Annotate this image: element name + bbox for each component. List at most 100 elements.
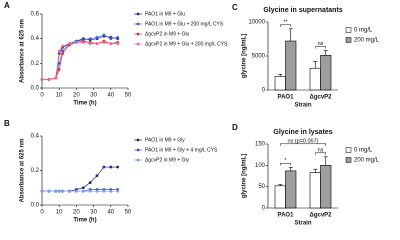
legend-label: PAO1 in M9 + Glu: [145, 11, 185, 17]
legend-marker: [136, 42, 140, 46]
x-tick-label: 10: [56, 93, 63, 99]
data-point: [81, 40, 85, 44]
significance-label: *: [284, 158, 287, 164]
series-line: [42, 166, 118, 192]
data-point: [102, 40, 106, 44]
bar: [274, 76, 286, 91]
significance-bracket: [315, 46, 326, 49]
data-point: [54, 189, 58, 193]
significance-label: ns: [318, 41, 324, 47]
x-axis-label: Strain: [294, 103, 311, 109]
data-point: [61, 49, 65, 53]
error-bar: [288, 167, 293, 171]
data-point: [75, 189, 78, 193]
x-tick-label: 20: [73, 93, 80, 99]
y-tick-label: 0.0: [31, 86, 40, 92]
legend-swatch: [345, 157, 352, 163]
error-bar: [278, 184, 283, 186]
y-axis-label: glycine [ng/mL]: [242, 34, 248, 78]
y-tick-label: 50: [258, 184, 265, 190]
chart-title: Glycine in supernatants: [263, 7, 342, 14]
data-point: [61, 189, 65, 193]
series-line: [42, 40, 118, 80]
x-tick-label: ΔgcvP2: [310, 213, 333, 219]
x-tick-label: ΔgcvP2: [310, 95, 333, 101]
x-tick-label: PAO1: [278, 95, 295, 101]
data-point: [47, 77, 51, 81]
legend-label: ΔgcvP2 in M9 + Gly: [145, 157, 190, 163]
x-axis-label: Strain: [294, 221, 311, 227]
bar: [274, 185, 286, 209]
legend-marker: [136, 22, 140, 26]
legend-swatch: [345, 147, 352, 153]
legend-label: PAO1 in M9 + Gly: [145, 137, 185, 143]
data-point: [95, 36, 99, 39]
y-tick-label: 150: [255, 142, 266, 148]
data-point: [75, 40, 78, 44]
y-tick-label: 0.6: [31, 12, 40, 18]
data-point: [109, 42, 113, 45]
data-point: [57, 189, 61, 193]
significance-bracket: [280, 143, 326, 146]
data-point: [102, 33, 106, 37]
data-point: [116, 42, 120, 45]
bar: [320, 165, 332, 209]
y-tick-label: 0.4: [31, 36, 40, 42]
data-point: [68, 189, 71, 193]
y-tick-label: 0.2: [31, 168, 40, 174]
data-point: [95, 174, 99, 178]
y-axis-label: Absorbance at 625 nm: [20, 19, 26, 83]
error-bar: [288, 28, 293, 42]
bar: [285, 40, 297, 91]
data-point: [61, 44, 65, 48]
significance-label: ns: [318, 147, 324, 153]
error-bar: [278, 74, 283, 77]
legend-swatch: [345, 27, 352, 33]
y-axis-label: glycine [ng/mL]: [242, 154, 248, 198]
x-tick-label: 50: [125, 210, 132, 216]
x-tick-label: 0: [40, 210, 44, 216]
data-point: [116, 36, 120, 39]
legend-marker: [136, 12, 140, 16]
significance-bracket: [280, 163, 291, 166]
legend-label: 0 mg/L: [354, 148, 373, 154]
data-point: [81, 186, 85, 190]
legend-label: ΔgcvP2 in M9 + Glu: [145, 31, 190, 37]
significance-label: ns (p=0.067): [287, 138, 318, 144]
data-point: [109, 165, 113, 169]
y-tick-label: 5000: [252, 54, 266, 60]
legend-marker: [136, 158, 140, 162]
legend-label: 200 mg/L: [354, 158, 380, 164]
y-tick-label: 0.0: [31, 203, 40, 209]
legend-label: 200 mg/L: [354, 38, 380, 44]
error-bar: [313, 61, 318, 69]
data-point: [88, 181, 92, 184]
bar: [285, 170, 297, 209]
data-point: [95, 42, 99, 45]
y-tick-label: 0: [262, 88, 266, 94]
y-tick-label: 0: [262, 206, 266, 212]
data-point: [40, 189, 44, 193]
data-point: [54, 76, 58, 80]
data-point: [57, 61, 61, 65]
data-point: [57, 68, 61, 71]
error-bar: [313, 168, 318, 173]
x-tick-label: 40: [107, 210, 114, 216]
legend-label: 0 mg/L: [354, 28, 373, 34]
data-point: [109, 37, 113, 41]
data-point: [116, 189, 120, 193]
significance-bracket: [315, 152, 326, 155]
x-axis-label: Time (h): [73, 218, 96, 224]
x-tick-label: 30: [90, 210, 97, 216]
significance-bracket: [280, 24, 291, 27]
bar: [309, 67, 321, 91]
chart-title: Glycine in lysates: [273, 129, 332, 136]
significance-label: **: [283, 19, 288, 25]
data-point: [57, 49, 61, 53]
x-tick-label: 20: [73, 210, 80, 216]
data-point: [102, 165, 106, 169]
bar: [320, 55, 332, 91]
x-tick-label: 40: [107, 93, 114, 99]
x-tick-label: 10: [56, 210, 63, 216]
